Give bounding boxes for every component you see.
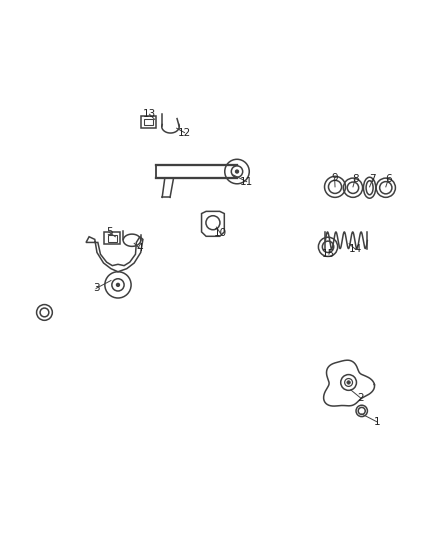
- Bar: [108, 235, 117, 241]
- Text: 10: 10: [213, 228, 226, 238]
- Text: 7: 7: [368, 174, 375, 184]
- Text: 3: 3: [92, 284, 99, 293]
- Text: 9: 9: [331, 173, 337, 183]
- Circle shape: [234, 169, 239, 174]
- Bar: [144, 119, 152, 125]
- Text: 4: 4: [136, 243, 142, 253]
- Text: 8: 8: [351, 174, 358, 184]
- Bar: [141, 116, 156, 128]
- Circle shape: [346, 381, 350, 384]
- Bar: [104, 232, 120, 244]
- Text: 6: 6: [384, 174, 391, 184]
- Text: 15: 15: [321, 249, 335, 259]
- Text: 5: 5: [106, 228, 112, 237]
- Text: 11: 11: [240, 176, 253, 187]
- Text: 14: 14: [348, 244, 361, 254]
- Circle shape: [116, 282, 120, 287]
- Text: 1: 1: [373, 417, 379, 427]
- Text: 12: 12: [177, 127, 191, 138]
- Text: 2: 2: [356, 393, 363, 403]
- Text: 13: 13: [142, 109, 156, 119]
